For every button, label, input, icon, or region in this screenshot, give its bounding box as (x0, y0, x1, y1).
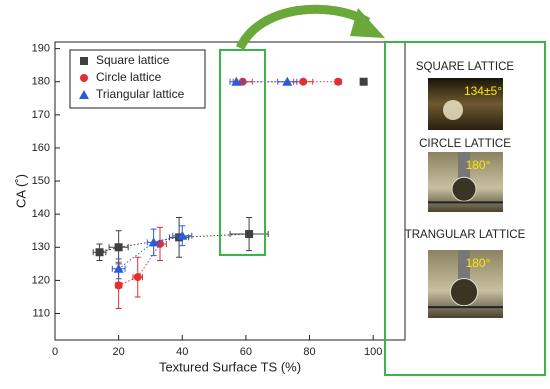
needle (458, 250, 470, 281)
legend-box (69, 49, 206, 109)
marker (133, 273, 142, 282)
y-axis-label: CA (˚) (13, 174, 28, 208)
marker (282, 76, 293, 86)
marker (114, 243, 123, 252)
trend-line (118, 235, 183, 270)
marker (245, 230, 254, 239)
legend-label: Square lattice (96, 53, 170, 67)
droplet (443, 100, 463, 120)
inset-label: TRANGULAR LATTICE (405, 229, 526, 241)
x-tick-label: 100 (364, 346, 382, 358)
marker (113, 263, 124, 273)
marker (177, 230, 188, 240)
x-tick-label: 40 (176, 346, 188, 358)
contact-angle: 134±5° (464, 84, 502, 98)
legend-label: Circle lattice (96, 70, 162, 84)
arrow-body (235, 4, 371, 51)
marker (148, 237, 159, 247)
contact-angle: 180° (466, 256, 491, 270)
y-tick-label: 160 (32, 142, 50, 154)
y-tick-label: 140 (32, 208, 50, 220)
legend-marker (80, 74, 88, 82)
marker (231, 76, 242, 86)
legend-marker (80, 57, 88, 65)
droplet (449, 278, 479, 307)
y-tick-label: 170 (32, 109, 50, 121)
y-tick-label: 110 (32, 307, 50, 319)
y-tick-label: 180 (32, 76, 50, 88)
y-tick-label: 120 (32, 274, 50, 286)
highlight-box (219, 49, 266, 256)
marker (299, 77, 308, 86)
inset-photo (428, 78, 503, 130)
inset-panel (384, 41, 546, 376)
plot-frame (54, 41, 406, 341)
marker (359, 77, 368, 86)
inset-content: SQUARE LATTICE 134±5° CIRCLE LATTICE 180° TR… (405, 61, 526, 318)
x-axis-label: Textured Surface TS (%) (159, 359, 301, 374)
marker (95, 248, 104, 257)
x-tick-label: 60 (240, 346, 252, 358)
droplet (451, 176, 477, 202)
marker (114, 281, 123, 290)
y-tick-label: 150 (32, 175, 50, 187)
x-tick-label: 80 (303, 346, 315, 358)
y-tick-label: 190 (32, 43, 50, 55)
contact-angle: 180° (466, 158, 491, 172)
needle (458, 152, 470, 179)
marker (334, 77, 343, 86)
plot-area: 110 120 130 140 150 160 170 180 190 0 20 40 60 80 100 S… (32, 43, 383, 358)
legend-marker (79, 90, 89, 99)
y-tick-label: 130 (32, 241, 50, 253)
inset-label: SQUARE LATTICE (416, 61, 515, 73)
arrow-head (350, 8, 385, 38)
legend-label: Triangular lattice (96, 87, 185, 101)
x-tick-label: 20 (113, 346, 125, 358)
x-tick-label: 0 (52, 346, 58, 358)
inset-label: CIRCLE LATTICE (419, 138, 511, 150)
